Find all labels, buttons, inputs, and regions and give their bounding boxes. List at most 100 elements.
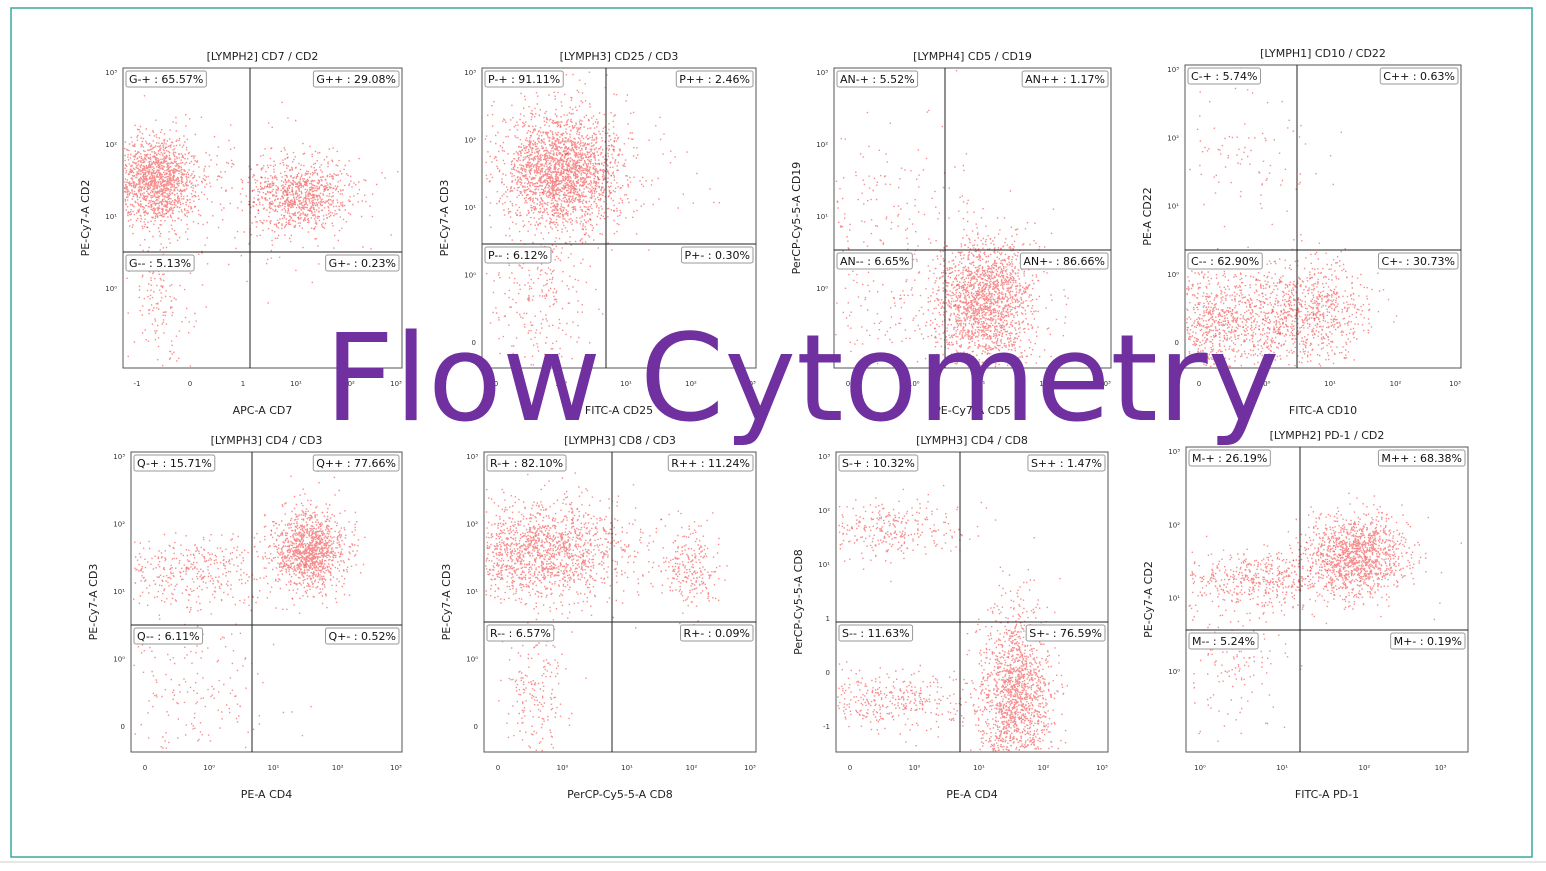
- quadrant-box: [484, 246, 552, 264]
- y-tick-label: 10³: [1168, 448, 1180, 456]
- quadrant-label: M+- : 0.19%: [1394, 635, 1462, 648]
- quadrant-label: Q-+ : 15.71%: [137, 457, 212, 470]
- y-axis-label: PerCP-Cy5-5-A CD8: [792, 549, 805, 655]
- y-tick-label: 10²: [464, 137, 476, 145]
- y-tick-label: 10²: [113, 521, 125, 529]
- event-cloud: [903, 190, 1069, 368]
- quadrant-label: P+- : 0.30%: [685, 249, 750, 262]
- x-tick-label: 10⁰: [1259, 380, 1271, 388]
- y-tick-label: 10¹: [1168, 595, 1180, 603]
- slide-frame: [10, 7, 1533, 858]
- quadrant-box: [125, 254, 195, 272]
- x-tick-label: 0: [143, 764, 147, 772]
- plot: [LYMPH3] CD8 / CD3 PerCP-Cy5-5-A CD8 PE-Cy…: [440, 434, 757, 801]
- x-tick-label: -1: [134, 380, 141, 388]
- x-tick-label: 10³: [744, 764, 756, 772]
- quadrant-label: Q+- : 0.52%: [329, 630, 397, 643]
- y-tick-label: 10²: [105, 141, 117, 149]
- quadrant-label: AN-+ : 5.52%: [840, 73, 915, 86]
- plots: [LYMPH2] CD7 / CD2 APC-A CD7 PE-Cy7-A CD2 1…: [79, 47, 1469, 801]
- plot-area: [122, 67, 403, 369]
- y-tick-label: 0: [472, 339, 476, 347]
- quadrant-label: AN+- : 86.66%: [1023, 255, 1105, 268]
- quadrant-box: [1021, 70, 1109, 88]
- x-tick-label: 10⁰: [557, 764, 569, 772]
- plot: [LYMPH4] CD5 / CD19 PE-Cy7-A CD5 PerCP-Cy5…: [790, 50, 1112, 417]
- y-tick-label: 0: [826, 669, 830, 677]
- plot-title: [LYMPH3] CD25 / CD3: [560, 50, 679, 63]
- plot: [LYMPH1] CD10 / CD22 FITC-A CD10 PE-A CD22…: [1141, 47, 1462, 417]
- quadrant-box: [838, 454, 919, 472]
- x-tick-label: 10²: [1359, 764, 1371, 772]
- x-tick-label: 10²: [1390, 380, 1402, 388]
- quadrant-label: G-+ : 65.57%: [129, 73, 203, 86]
- plot: [LYMPH2] PD-1 / CD2 FITC-A PD-1 PE-Cy7-A C…: [1142, 429, 1469, 801]
- plot-area: [1185, 446, 1469, 753]
- y-tick-label: 10³: [818, 453, 830, 461]
- y-tick-label: 10²: [466, 521, 478, 529]
- plot-area: [1184, 64, 1462, 369]
- quadrant-box: [325, 254, 400, 272]
- plot-title: [LYMPH1] CD10 / CD22: [1260, 47, 1386, 60]
- x-tick-label: 10¹: [1324, 380, 1336, 388]
- quadrant-box: [312, 70, 400, 88]
- x-tick-label: 10¹: [973, 764, 985, 772]
- plot: [LYMPH3] CD25 / CD3 FITC-A CD25 PE-Cy7-A C…: [438, 50, 757, 417]
- x-tick-label: 10³: [744, 380, 756, 388]
- plot-title: [LYMPH2] CD7 / CD2: [207, 50, 319, 63]
- x-tick-label: 10²: [685, 380, 697, 388]
- quadrant-box: [1188, 449, 1271, 467]
- y-tick-label: -1: [823, 723, 830, 731]
- quadrant-box: [312, 454, 400, 472]
- y-tick-label: 10⁰: [113, 656, 125, 664]
- y-axis-label: PE-Cy7-A CD2: [79, 180, 92, 257]
- quadrant-label: M++ : 68.38%: [1381, 452, 1462, 465]
- quadrant-box: [125, 70, 207, 88]
- plot: [LYMPH2] CD7 / CD2 APC-A CD7 PE-Cy7-A CD2 1…: [79, 50, 403, 417]
- plot-area: [835, 451, 1109, 753]
- x-tick-label: 0: [496, 764, 500, 772]
- quadrant-box: [1188, 632, 1259, 650]
- y-axis-label: PE-Cy7-A CD3: [87, 564, 100, 641]
- quadrant-box: [1377, 252, 1459, 270]
- plot-title: [LYMPH3] CD4 / CD8: [916, 434, 1028, 447]
- y-tick-label: 10⁰: [1167, 271, 1179, 279]
- quadrant-label: R-+ : 82.10%: [490, 457, 563, 470]
- plot-area: [130, 451, 403, 753]
- quadrant-label: G+- : 0.23%: [329, 257, 396, 270]
- quadrant-label: P++ : 2.46%: [679, 73, 750, 86]
- quadrant-box: [1019, 252, 1109, 270]
- x-axis-label: PE-A CD4: [241, 788, 292, 801]
- x-axis-label: FITC-A CD10: [1289, 404, 1357, 417]
- y-tick-label: 10¹: [113, 588, 125, 596]
- plot: [LYMPH3] CD4 / CD3 PE-A CD4 PE-Cy7-A CD3 10…: [87, 434, 403, 801]
- plot-area: [483, 451, 757, 753]
- event-cloud: [484, 71, 653, 264]
- x-tick-label: 10⁰: [1194, 764, 1206, 772]
- y-tick-label: 10²: [816, 141, 828, 149]
- quadrant-box: [667, 454, 754, 472]
- quadrant-box: [486, 624, 555, 642]
- quadrant-box: [681, 246, 754, 264]
- plot-title: [LYMPH3] CD4 / CD3: [211, 434, 323, 447]
- event-cloud: [133, 525, 319, 626]
- x-axis-label: FITC-A PD-1: [1295, 788, 1359, 801]
- x-tick-label: 10³: [1099, 380, 1111, 388]
- y-tick-label: 10¹: [818, 561, 830, 569]
- x-axis-label: PE-A CD4: [946, 788, 997, 801]
- y-tick-label: 10⁰: [816, 285, 828, 293]
- quadrant-label: M-+ : 26.19%: [1192, 452, 1267, 465]
- slide-title: Flow Cytometry: [325, 310, 1280, 449]
- y-tick-label: 10¹: [816, 213, 828, 221]
- x-tick-label: 10⁰: [908, 380, 920, 388]
- y-axis-label: PE-Cy7-A CD3: [440, 564, 453, 641]
- x-axis-label: APC-A CD7: [233, 404, 293, 417]
- plot-title: [LYMPH3] CD8 / CD3: [564, 434, 676, 447]
- y-tick-label: 10²: [1168, 521, 1180, 529]
- x-axis-label: PerCP-Cy5-5-A CD8: [567, 788, 673, 801]
- quadrant-box: [1027, 454, 1106, 472]
- y-tick-label: 10²: [1167, 134, 1179, 142]
- event-cloud: [1186, 246, 1335, 368]
- y-tick-label: 10⁰: [466, 656, 478, 664]
